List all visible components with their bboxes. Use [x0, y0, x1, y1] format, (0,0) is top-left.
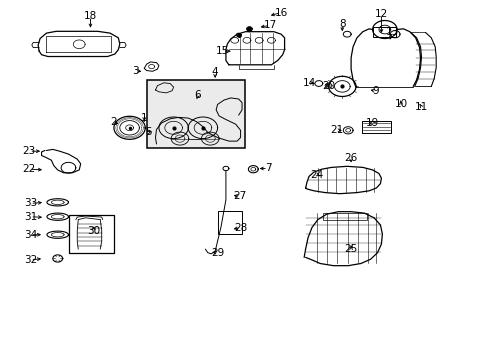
Text: 12: 12	[374, 9, 387, 19]
Text: 27: 27	[232, 191, 246, 201]
Text: 30: 30	[87, 226, 100, 236]
Text: 6: 6	[194, 90, 201, 100]
Text: 2: 2	[110, 117, 117, 127]
Text: 20: 20	[322, 81, 334, 91]
Text: 11: 11	[414, 102, 427, 112]
Text: 5: 5	[144, 127, 151, 138]
Text: 26: 26	[344, 153, 357, 163]
Text: 19: 19	[365, 118, 379, 128]
Text: 15: 15	[215, 46, 229, 56]
Bar	[322, 213, 366, 220]
Text: 34: 34	[23, 230, 37, 240]
Text: 16: 16	[274, 8, 287, 18]
Text: 17: 17	[263, 20, 277, 30]
Text: 13: 13	[385, 27, 399, 37]
Text: 21: 21	[329, 125, 343, 135]
Text: 32: 32	[23, 255, 37, 265]
Text: 23: 23	[22, 146, 36, 156]
Text: 3: 3	[132, 66, 139, 76]
Text: 33: 33	[23, 198, 37, 208]
Text: 31: 31	[23, 212, 37, 222]
Bar	[372, 27, 395, 37]
Bar	[69, 215, 114, 253]
Text: 28: 28	[233, 222, 247, 233]
Text: 1: 1	[141, 113, 147, 123]
Text: 14: 14	[302, 78, 315, 88]
Text: 7: 7	[264, 163, 271, 174]
Text: 25: 25	[344, 244, 357, 254]
Text: 8: 8	[338, 19, 345, 30]
Bar	[146, 80, 244, 148]
Text: 10: 10	[394, 99, 407, 109]
Text: 18: 18	[83, 11, 97, 21]
Text: 29: 29	[210, 248, 224, 258]
Text: 24: 24	[309, 170, 323, 180]
Text: 22: 22	[22, 164, 36, 174]
Bar	[217, 211, 242, 234]
Text: 4: 4	[211, 67, 218, 77]
Text: 9: 9	[371, 86, 378, 96]
